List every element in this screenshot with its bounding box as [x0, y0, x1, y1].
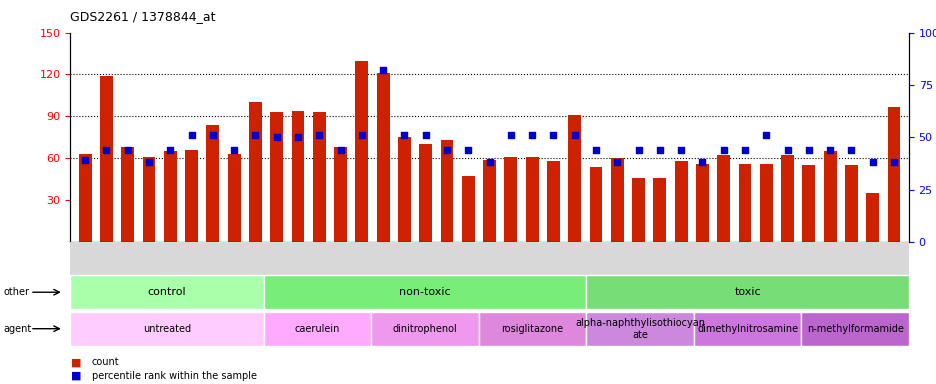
Bar — [227, 154, 241, 242]
Point — [631, 147, 646, 153]
Point — [695, 159, 709, 166]
Point — [354, 132, 369, 138]
Text: GDS2261 / 1378844_at: GDS2261 / 1378844_at — [70, 10, 215, 23]
Text: non-toxic: non-toxic — [399, 287, 450, 297]
Bar — [440, 140, 453, 242]
Text: n-methylformamide: n-methylformamide — [806, 324, 902, 334]
Point — [800, 147, 815, 153]
Point — [651, 147, 666, 153]
Point — [141, 159, 156, 166]
Bar — [206, 125, 219, 242]
Point — [481, 159, 496, 166]
Point — [332, 147, 347, 153]
Point — [461, 147, 475, 153]
Bar — [419, 144, 431, 242]
Bar — [568, 115, 580, 242]
Bar — [142, 157, 155, 242]
Bar — [376, 73, 389, 242]
Point — [864, 159, 879, 166]
Bar — [866, 193, 878, 242]
Text: caerulein: caerulein — [295, 324, 340, 334]
Point — [417, 132, 432, 138]
Bar — [185, 150, 197, 242]
Point — [290, 134, 305, 141]
Text: ■: ■ — [71, 371, 81, 381]
Bar — [504, 157, 517, 242]
Bar — [334, 147, 346, 242]
Bar — [291, 111, 304, 242]
Bar — [759, 164, 772, 242]
Point — [78, 157, 93, 163]
Point — [609, 159, 624, 166]
Bar — [525, 157, 538, 242]
Bar — [100, 76, 112, 242]
Bar — [738, 164, 751, 242]
Text: agent: agent — [4, 324, 32, 334]
Text: rosiglitazone: rosiglitazone — [501, 324, 563, 334]
Bar — [355, 61, 368, 242]
Bar — [717, 156, 729, 242]
Bar — [844, 165, 856, 242]
Bar — [398, 137, 410, 242]
Bar — [164, 151, 177, 242]
Point — [227, 147, 241, 153]
Point — [673, 147, 688, 153]
Point — [99, 147, 114, 153]
Bar — [781, 156, 793, 242]
Point — [758, 132, 773, 138]
Point — [120, 147, 135, 153]
Point — [715, 147, 730, 153]
Bar — [886, 107, 899, 242]
Point — [885, 159, 900, 166]
Text: toxic: toxic — [734, 287, 760, 297]
Text: control: control — [148, 287, 186, 297]
Bar — [79, 154, 92, 242]
Bar — [589, 167, 602, 242]
Point — [163, 147, 178, 153]
Bar — [674, 161, 687, 242]
Point — [780, 147, 795, 153]
Point — [269, 134, 284, 141]
Bar — [271, 112, 283, 242]
Text: dimethylnitrosamine: dimethylnitrosamine — [696, 324, 797, 334]
Bar — [313, 112, 326, 242]
Text: alpha-naphthylisothiocyan
ate: alpha-naphthylisothiocyan ate — [575, 318, 705, 339]
Bar — [695, 164, 708, 242]
Text: percentile rank within the sample: percentile rank within the sample — [92, 371, 256, 381]
Point — [205, 132, 220, 138]
Text: dinitrophenol: dinitrophenol — [392, 324, 457, 334]
Point — [566, 132, 581, 138]
Point — [546, 132, 561, 138]
Bar — [652, 178, 665, 242]
Point — [843, 147, 858, 153]
Point — [312, 132, 327, 138]
Point — [503, 132, 518, 138]
Bar — [461, 176, 475, 242]
Bar — [801, 165, 814, 242]
Point — [375, 67, 390, 73]
Bar — [249, 103, 261, 242]
Point — [588, 147, 603, 153]
Bar — [610, 158, 623, 242]
Point — [183, 132, 198, 138]
Point — [737, 147, 752, 153]
Text: count: count — [92, 358, 119, 367]
Point — [439, 147, 454, 153]
Point — [524, 132, 539, 138]
Bar — [483, 160, 495, 242]
Bar — [632, 178, 644, 242]
Text: untreated: untreated — [143, 324, 191, 334]
Point — [397, 132, 412, 138]
Text: ■: ■ — [71, 358, 81, 367]
Text: other: other — [4, 287, 30, 297]
Point — [822, 147, 837, 153]
Point — [248, 132, 263, 138]
Bar — [122, 147, 134, 242]
Bar — [547, 161, 559, 242]
Bar — [823, 151, 836, 242]
